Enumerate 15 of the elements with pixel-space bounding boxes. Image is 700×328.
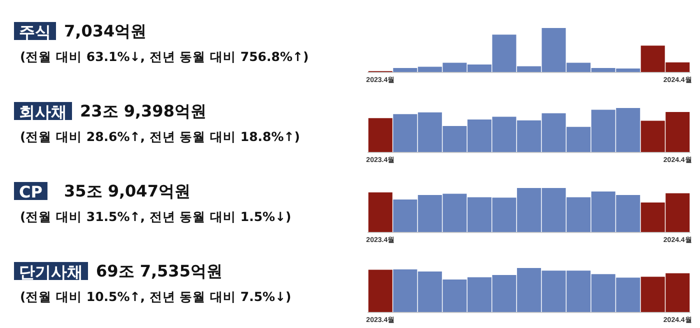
text: 23조 9,398억원: [80, 102, 206, 120]
bar: [368, 270, 392, 312]
text: (전월 대비 63.1%↓, 전년 동월 대비 756.8%↑): [20, 49, 309, 64]
text: 단기사채: [19, 262, 83, 282]
text: 7,034억원: [64, 22, 147, 40]
text: 주식: [19, 22, 51, 42]
text: CP: [19, 182, 43, 202]
text: 35조 9,047억원: [64, 182, 190, 200]
text: (전월 대비 31.5%↑, 전년 동월 대비 1.5%↓): [20, 209, 292, 224]
text: (전월 대비 10.5%↑, 전년 동월 대비 7.5%↓): [20, 289, 292, 304]
text: 69조 7,535억원: [96, 262, 222, 280]
bar: [368, 192, 392, 232]
bar: [368, 118, 392, 152]
text: (전월 대비 28.6%↑, 전년 동월 대비 18.8%↑): [20, 129, 300, 144]
text: 회사채: [19, 102, 67, 122]
